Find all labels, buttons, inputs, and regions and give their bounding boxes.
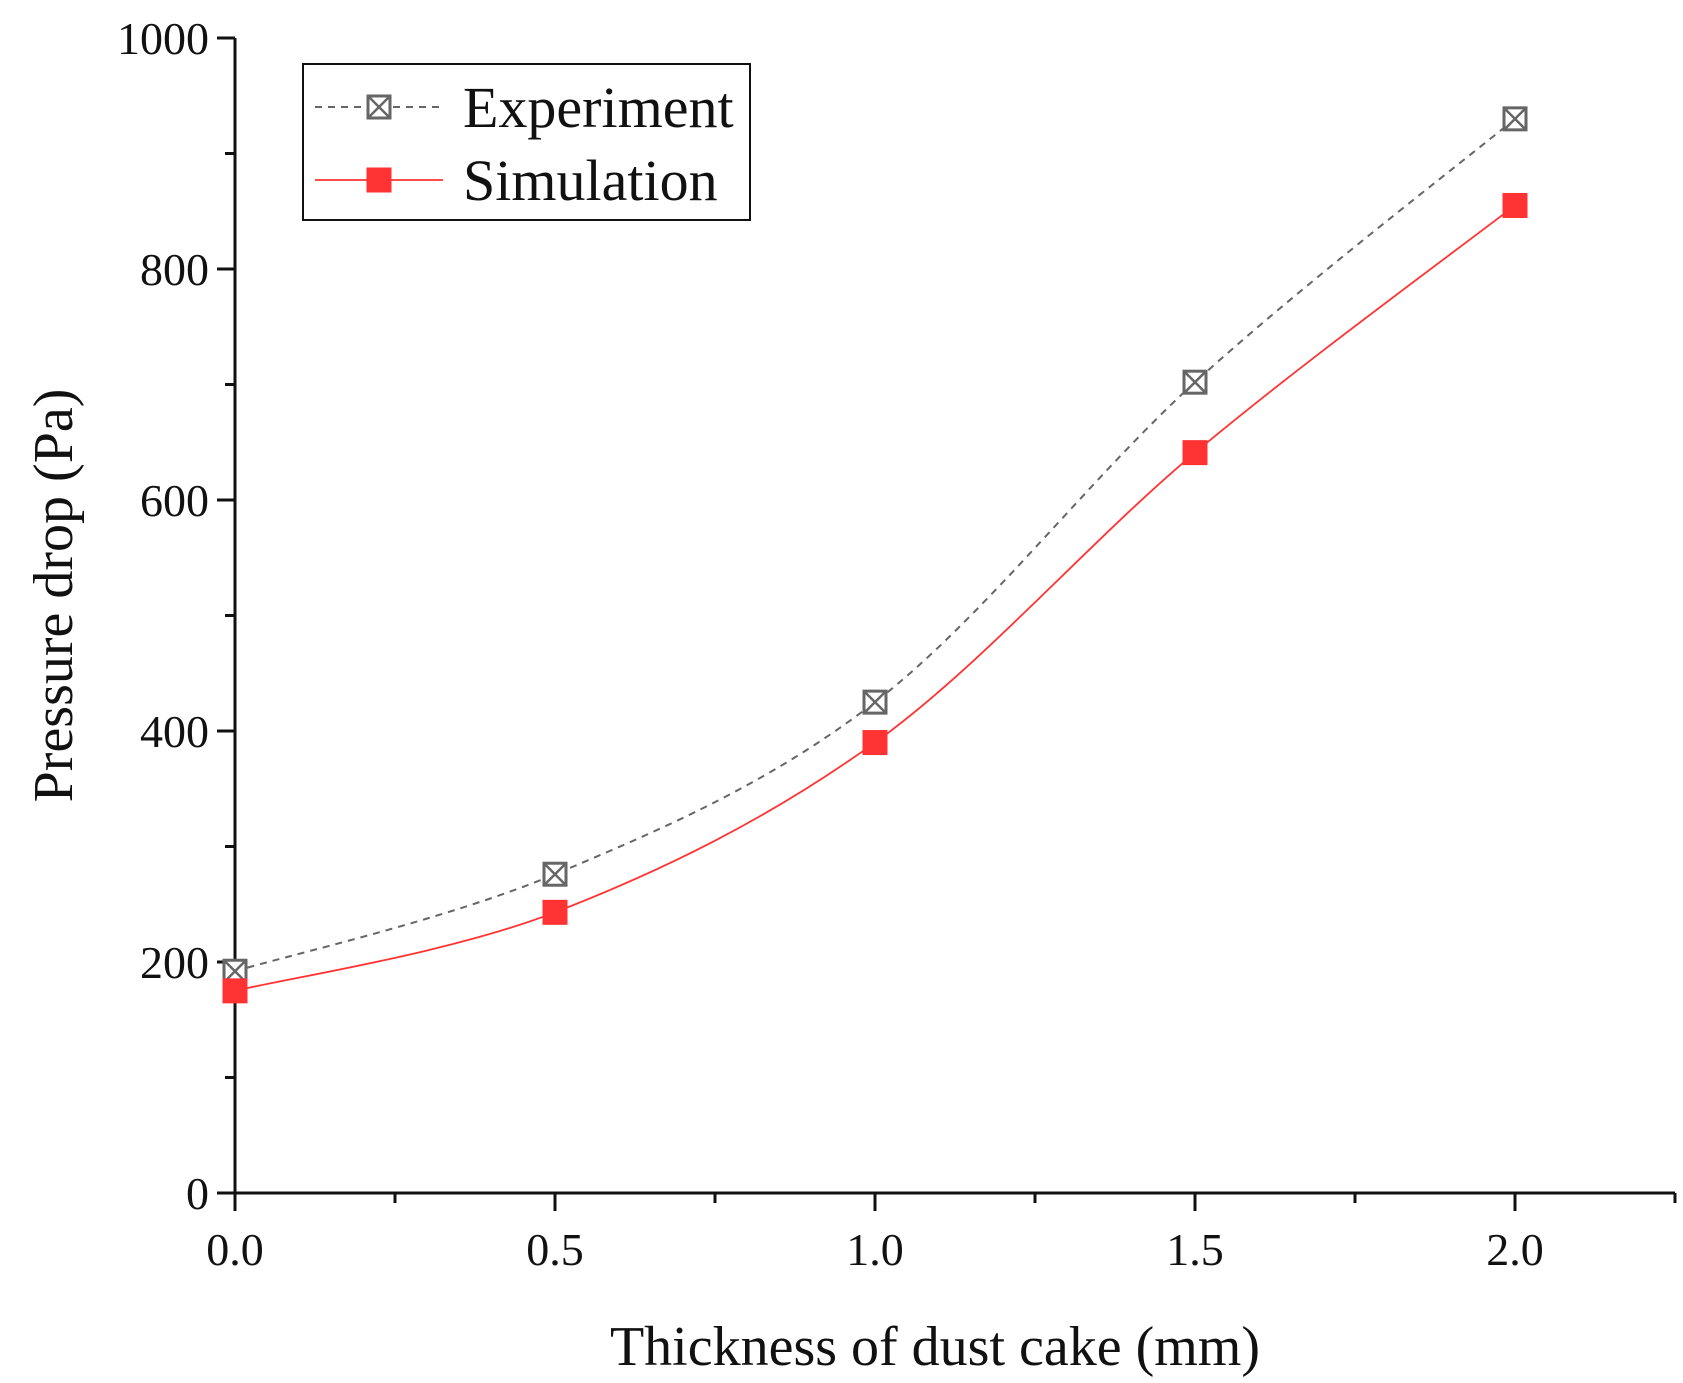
x-tick-label: 2.0 — [1486, 1224, 1544, 1275]
legend-simulation-marker — [366, 167, 392, 193]
marker-filled-square — [542, 899, 568, 925]
y-tick-label: 1000 — [117, 13, 209, 64]
x-tick-label: 1.0 — [846, 1224, 904, 1275]
marker-cross-b — [543, 862, 567, 887]
axes-layer: 0 200 400 600 800 1000 0.0 0.5 1.0 1.5 2.0 Thicknes… — [23, 13, 1677, 1378]
legend-experiment-marker — [366, 94, 392, 120]
x-tick-label: 1.5 — [1166, 1224, 1224, 1275]
y-tick-label: 0 — [186, 1168, 209, 1219]
marker-cross-b — [1503, 106, 1527, 131]
y-tick-label: 800 — [140, 244, 209, 295]
marker-filled-square — [862, 730, 888, 756]
marker-filled-square — [1502, 192, 1528, 218]
simulation-data-point — [542, 899, 568, 925]
legend: Experiment Simulation — [302, 63, 751, 221]
marker-cross-b — [367, 95, 391, 119]
experiment-data-point — [1502, 106, 1528, 132]
y-tick-label: 400 — [140, 706, 209, 757]
series-layer — [222, 106, 1528, 1004]
marker-cross-b — [1183, 370, 1207, 395]
marker-cross-b — [863, 690, 887, 715]
legend-box — [302, 63, 751, 221]
x-axis-title: Thickness of dust cake (mm) — [610, 1316, 1260, 1378]
legend-experiment-label: Experiment — [463, 75, 734, 140]
y-axis-title: Pressure drop (Pa) — [23, 389, 85, 803]
x-tick-label: 0.0 — [206, 1224, 264, 1275]
y-tick-label: 200 — [140, 937, 209, 988]
experiment-data-point — [542, 861, 568, 887]
x-tick-label: 0.5 — [526, 1224, 584, 1275]
experiment-series-line — [234, 118, 1516, 973]
marker-filled-square — [366, 167, 392, 193]
experiment-data-point — [862, 689, 888, 715]
simulation-data-point — [222, 978, 248, 1004]
legend-simulation-label: Simulation — [463, 148, 718, 213]
simulation-series-line — [234, 204, 1516, 992]
marker-filled-square — [222, 978, 248, 1004]
y-tick-label: 600 — [140, 475, 209, 526]
simulation-data-point — [862, 730, 888, 756]
simulation-data-point — [1502, 192, 1528, 218]
simulation-data-point — [1182, 440, 1208, 466]
experiment-data-point — [1182, 369, 1208, 395]
marker-filled-square — [1182, 440, 1208, 466]
